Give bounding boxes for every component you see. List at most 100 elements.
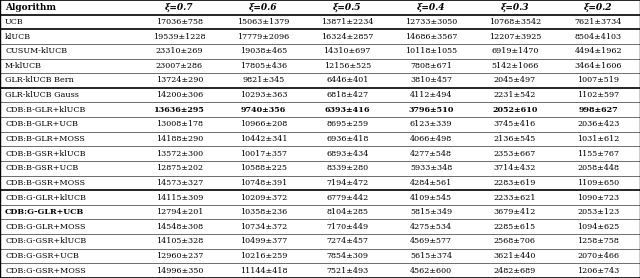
Text: 2233±621: 2233±621 <box>493 193 536 202</box>
Text: 14548±308: 14548±308 <box>156 223 203 231</box>
Text: 3621±440: 3621±440 <box>493 252 536 260</box>
Text: 1258±758: 1258±758 <box>577 237 620 245</box>
Text: 1090±723: 1090±723 <box>577 193 620 202</box>
Text: 3810±457: 3810±457 <box>410 76 452 85</box>
Text: 23310±269: 23310±269 <box>156 47 204 55</box>
Text: 9821±345: 9821±345 <box>242 76 285 85</box>
Text: 7274±457: 7274±457 <box>326 237 368 245</box>
Text: 3745±416: 3745±416 <box>493 120 536 128</box>
Text: 2285±615: 2285±615 <box>494 223 536 231</box>
Text: 4275±534: 4275±534 <box>410 223 452 231</box>
Text: 19539±1228: 19539±1228 <box>153 33 206 41</box>
Text: UCB: UCB <box>5 18 24 26</box>
Text: 1206±743: 1206±743 <box>577 267 620 275</box>
Text: 4109±545: 4109±545 <box>410 193 452 202</box>
Text: 4112±494: 4112±494 <box>410 91 452 99</box>
Text: 7170±449: 7170±449 <box>326 223 368 231</box>
Text: 4562±600: 4562±600 <box>410 267 452 275</box>
Text: ξ=0.5: ξ=0.5 <box>333 3 362 12</box>
Text: 998±627: 998±627 <box>579 106 618 114</box>
Text: 10734±372: 10734±372 <box>240 223 287 231</box>
Text: 8695±259: 8695±259 <box>326 120 368 128</box>
Text: CDB:B-GSR+klUCB: CDB:B-GSR+klUCB <box>5 150 86 158</box>
Text: 6936±418: 6936±418 <box>326 135 369 143</box>
Text: 14573±327: 14573±327 <box>156 179 203 187</box>
Text: 19038±465: 19038±465 <box>240 47 287 55</box>
Text: Algorithm: Algorithm <box>5 3 56 12</box>
Text: 14686±3567: 14686±3567 <box>405 33 457 41</box>
Text: ξ=0.3: ξ=0.3 <box>500 3 529 12</box>
Text: ξ=0.2: ξ=0.2 <box>584 3 612 12</box>
Text: 9740±356: 9740±356 <box>241 106 286 114</box>
Text: 4569±577: 4569±577 <box>410 237 452 245</box>
Text: 5933±348: 5933±348 <box>410 164 452 172</box>
Text: 2036±423: 2036±423 <box>577 120 620 128</box>
Text: 1155±767: 1155±767 <box>577 150 620 158</box>
Text: 10118±1055: 10118±1055 <box>405 47 457 55</box>
Text: 10442±341: 10442±341 <box>239 135 287 143</box>
Text: 14115±309: 14115±309 <box>156 193 204 202</box>
Text: 2053±123: 2053±123 <box>577 208 620 216</box>
Text: CDB:G-GLR+UCB: CDB:G-GLR+UCB <box>5 208 84 216</box>
Text: 17036±758: 17036±758 <box>156 18 203 26</box>
Text: 10748±391: 10748±391 <box>240 179 287 187</box>
Text: 10588±225: 10588±225 <box>240 164 287 172</box>
Text: 2136±545: 2136±545 <box>493 135 536 143</box>
Text: 6779±442: 6779±442 <box>326 193 369 202</box>
Text: 15063±1379: 15063±1379 <box>237 18 289 26</box>
Text: 13636±295: 13636±295 <box>154 106 205 114</box>
Text: CDB:G-GSR+klUCB: CDB:G-GSR+klUCB <box>5 237 86 245</box>
Text: ξ=0.4: ξ=0.4 <box>417 3 445 12</box>
Text: 2283±619: 2283±619 <box>493 179 536 187</box>
Text: 13871±2234: 13871±2234 <box>321 18 374 26</box>
Text: 12794±201: 12794±201 <box>156 208 204 216</box>
Text: 2482±689: 2482±689 <box>493 267 536 275</box>
Text: 6893±434: 6893±434 <box>326 150 369 158</box>
Text: CDB:G-GSR+UCB: CDB:G-GSR+UCB <box>5 252 79 260</box>
Text: 17805±436: 17805±436 <box>240 62 287 70</box>
Text: 17779±2096: 17779±2096 <box>237 33 289 41</box>
Text: 5142±1066: 5142±1066 <box>491 62 539 70</box>
Text: CDB:G-GLR+MOSS: CDB:G-GLR+MOSS <box>5 223 86 231</box>
Text: 10293±363: 10293±363 <box>239 91 287 99</box>
Text: 23007±286: 23007±286 <box>156 62 203 70</box>
Text: 14188±290: 14188±290 <box>156 135 203 143</box>
Text: 3714±432: 3714±432 <box>493 164 536 172</box>
Text: 2052±610: 2052±610 <box>492 106 538 114</box>
Text: 2568±706: 2568±706 <box>494 237 536 245</box>
Text: CDB:B-GLR+UCB: CDB:B-GLR+UCB <box>5 120 78 128</box>
Text: CDB:G-GLR+klUCB: CDB:G-GLR+klUCB <box>5 193 86 202</box>
Text: 6393±416: 6393±416 <box>324 106 370 114</box>
Text: 16324±2857: 16324±2857 <box>321 33 373 41</box>
Text: 13572±300: 13572±300 <box>156 150 203 158</box>
Text: 14105±328: 14105±328 <box>156 237 203 245</box>
Text: 2070±466: 2070±466 <box>577 252 620 260</box>
Text: 14200±306: 14200±306 <box>156 91 203 99</box>
Text: 7621±3734: 7621±3734 <box>575 18 622 26</box>
Text: 1094±625: 1094±625 <box>577 223 620 231</box>
Text: 2231±542: 2231±542 <box>493 91 536 99</box>
Text: CDB:B-GLR+klUCB: CDB:B-GLR+klUCB <box>5 106 86 114</box>
Text: 4066±498: 4066±498 <box>410 135 452 143</box>
Text: 3464±1606: 3464±1606 <box>575 62 622 70</box>
Text: 7854±309: 7854±309 <box>326 252 368 260</box>
Text: klUCB: klUCB <box>5 33 31 41</box>
Text: ξ=0.7: ξ=0.7 <box>165 3 194 12</box>
Text: 12156±525: 12156±525 <box>324 62 371 70</box>
Text: CDB:B-GSR+UCB: CDB:B-GSR+UCB <box>5 164 78 172</box>
Text: 10966±208: 10966±208 <box>240 120 287 128</box>
Text: 6123±339: 6123±339 <box>410 120 452 128</box>
Text: CDB:B-GLR+MOSS: CDB:B-GLR+MOSS <box>5 135 85 143</box>
Text: 12875±202: 12875±202 <box>156 164 203 172</box>
Text: 12207±3925: 12207±3925 <box>489 33 541 41</box>
Text: 11144±418: 11144±418 <box>239 267 287 275</box>
Text: 12733±3050: 12733±3050 <box>405 18 457 26</box>
Text: 13724±290: 13724±290 <box>156 76 204 85</box>
Text: M-klUCB: M-klUCB <box>5 62 42 70</box>
Text: 2353±667: 2353±667 <box>493 150 536 158</box>
Text: 10216±259: 10216±259 <box>239 252 287 260</box>
Text: 1109±650: 1109±650 <box>577 179 620 187</box>
Text: ξ=0.6: ξ=0.6 <box>249 3 278 12</box>
Text: 8104±285: 8104±285 <box>326 208 368 216</box>
Text: 10499±377: 10499±377 <box>240 237 287 245</box>
